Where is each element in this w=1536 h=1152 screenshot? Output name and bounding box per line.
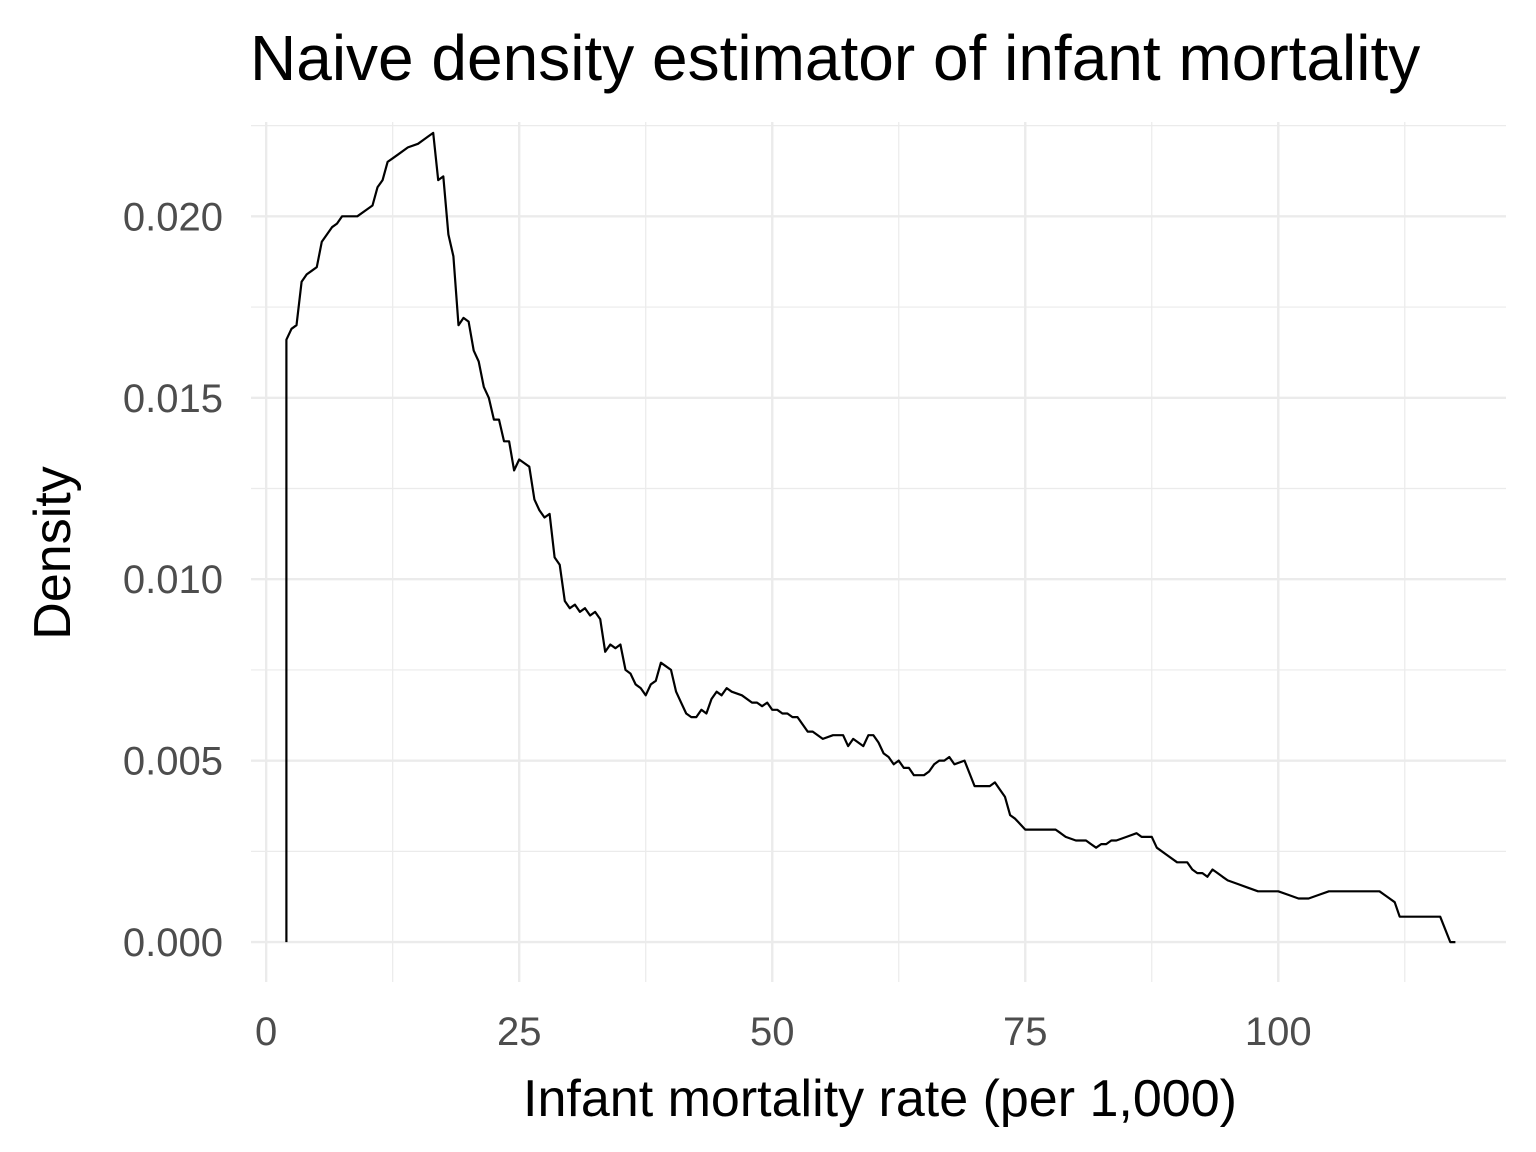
density-line	[285, 131, 1456, 944]
y-axis-ticks: 0.000 0.005 0.010 0.015 0.020	[123, 195, 223, 965]
y-axis-label: Density	[24, 466, 82, 639]
x-tick-label: 0	[255, 1010, 277, 1054]
y-tick-label: 0.005	[123, 740, 223, 784]
minor-gridlines	[251, 122, 1506, 982]
y-tick-label: 0.000	[123, 921, 223, 965]
y-tick-label: 0.010	[123, 558, 223, 602]
chart-title: Naive density estimator of infant mortal…	[250, 22, 1420, 94]
x-tick-label: 50	[750, 1010, 795, 1054]
major-gridlines	[251, 122, 1506, 982]
y-tick-label: 0.020	[123, 195, 223, 239]
x-tick-label: 25	[497, 1010, 542, 1054]
x-axis-label: Infant mortality rate (per 1,000)	[523, 1070, 1237, 1128]
x-tick-label: 75	[1003, 1010, 1048, 1054]
density-series	[285, 131, 1456, 944]
y-tick-label: 0.015	[123, 377, 223, 421]
x-tick-label: 100	[1245, 1010, 1312, 1054]
x-axis-ticks: 0 25 50 75 100	[255, 1010, 1312, 1054]
